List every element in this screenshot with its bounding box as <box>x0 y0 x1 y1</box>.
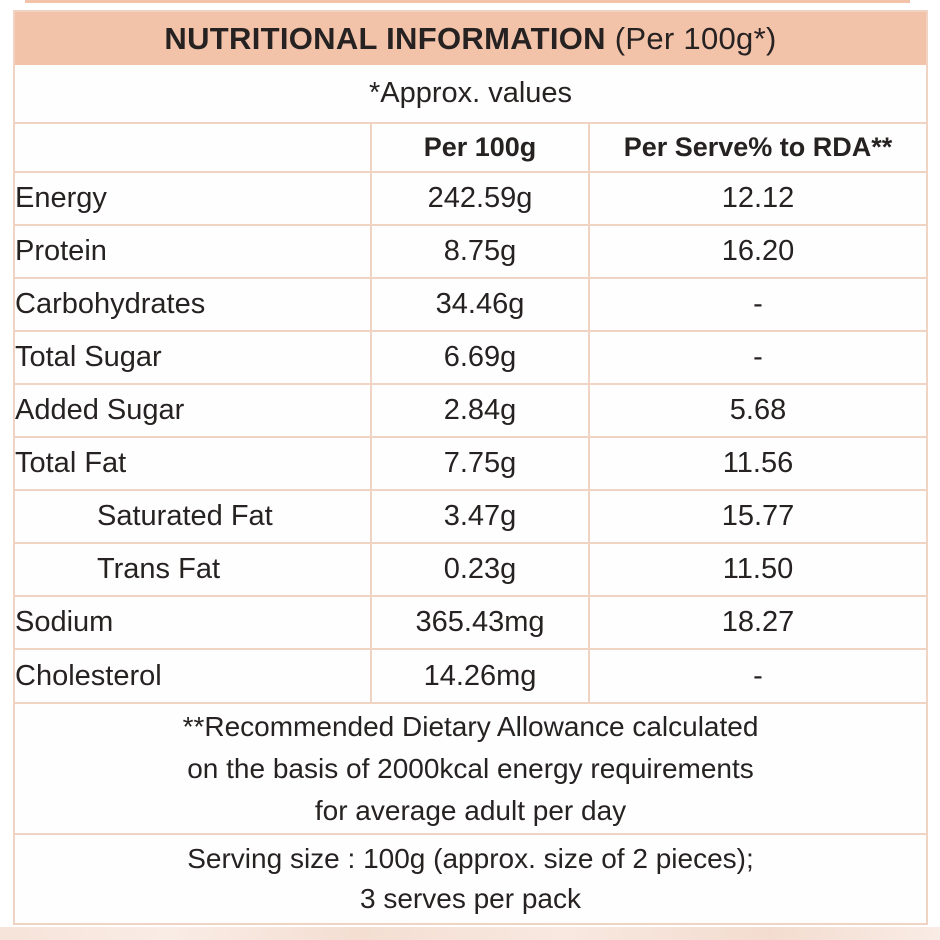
nutrition-table: Per 100g Per Serve% to RDA** Energy 242.… <box>15 124 926 702</box>
per-serve-rda-value: 18.27 <box>588 595 926 649</box>
nutrition-label-card: NUTRITIONAL INFORMATION (Per 100g*) *App… <box>13 10 928 925</box>
nutrient-label: Added Sugar <box>15 383 371 437</box>
label-subtitle: (Per 100g*) <box>605 20 777 56</box>
rda-footnote-line-2: on the basis of 2000kcal energy requirem… <box>187 753 754 784</box>
nutrient-label: Protein <box>15 224 371 278</box>
per-100g-value: 242.59g <box>370 171 589 225</box>
table-row-total-sugar: Total Sugar 6.69g - <box>15 330 926 384</box>
per-serve-rda-value: 15.77 <box>588 489 926 543</box>
nutrient-label: Energy <box>15 171 371 225</box>
nutrient-label: Cholesterol <box>15 648 371 702</box>
per-serve-rda-value: 11.56 <box>588 436 926 490</box>
label-title: NUTRITIONAL INFORMATION <box>164 20 606 56</box>
table-row-cholesterol: Cholesterol 14.26mg - <box>15 648 926 702</box>
per-100g-value: 2.84g <box>370 383 589 437</box>
table-row-saturated-fat: Saturated Fat 3.47g 15.77 <box>15 489 926 543</box>
table-row-added-sugar: Added Sugar 2.84g 5.68 <box>15 383 926 437</box>
nutrient-label: Sodium <box>15 595 371 649</box>
per-serve-rda-value: - <box>588 330 926 384</box>
per-serve-rda-value: 12.12 <box>588 171 926 225</box>
nutrient-label-indented: Trans Fat <box>15 542 371 596</box>
serving-size-line-2: 3 serves per pack <box>360 883 581 914</box>
table-row-total-fat: Total Fat 7.75g 11.56 <box>15 436 926 490</box>
column-header-per-serve-rda: Per Serve% to RDA** <box>588 124 926 172</box>
approx-values-note: *Approx. values <box>15 65 926 124</box>
table-row-sodium: Sodium 365.43mg 18.27 <box>15 595 926 649</box>
column-header-nutrient <box>15 124 371 172</box>
per-serve-rda-value: 16.20 <box>588 224 926 278</box>
per-100g-value: 7.75g <box>370 436 589 490</box>
per-serve-rda-value: - <box>588 648 926 702</box>
per-100g-value: 3.47g <box>370 489 589 543</box>
per-serve-rda-value: 11.50 <box>588 542 926 596</box>
per-100g-value: 14.26mg <box>370 648 589 702</box>
nutrient-label: Total Fat <box>15 436 371 490</box>
per-serve-rda-value: 5.68 <box>588 383 926 437</box>
per-100g-value: 34.46g <box>370 277 589 331</box>
per-serve-rda-value: - <box>588 277 926 331</box>
nutrient-label-indented: Saturated Fat <box>15 489 371 543</box>
label-title-row: NUTRITIONAL INFORMATION (Per 100g*) <box>15 12 926 65</box>
table-row-carbohydrates: Carbohydrates 34.46g - <box>15 277 926 331</box>
rda-footnote-line-1: **Recommended Dietary Allowance calculat… <box>182 711 759 742</box>
serving-size-line-1: Serving size : 100g (approx. size of 2 p… <box>187 843 754 874</box>
column-header-per-100g: Per 100g <box>370 124 589 172</box>
table-row-energy: Energy 242.59g 12.12 <box>15 171 926 225</box>
nutrient-label: Carbohydrates <box>15 277 371 331</box>
per-100g-value: 365.43mg <box>370 595 589 649</box>
serving-size-note: Serving size : 100g (approx. size of 2 p… <box>15 833 926 923</box>
bottom-crop-strip <box>0 927 940 940</box>
per-100g-value: 8.75g <box>370 224 589 278</box>
rda-footnote: **Recommended Dietary Allowance calculat… <box>15 702 926 833</box>
per-100g-value: 6.69g <box>370 330 589 384</box>
table-row-protein: Protein 8.75g 16.20 <box>15 224 926 278</box>
per-100g-value: 0.23g <box>370 542 589 596</box>
nutrient-label: Total Sugar <box>15 330 371 384</box>
table-row-trans-fat: Trans Fat 0.23g 11.50 <box>15 542 926 596</box>
table-header-row: Per 100g Per Serve% to RDA** <box>15 124 926 172</box>
top-crop-strip <box>25 0 910 3</box>
rda-footnote-line-3: for average adult per day <box>314 795 627 826</box>
